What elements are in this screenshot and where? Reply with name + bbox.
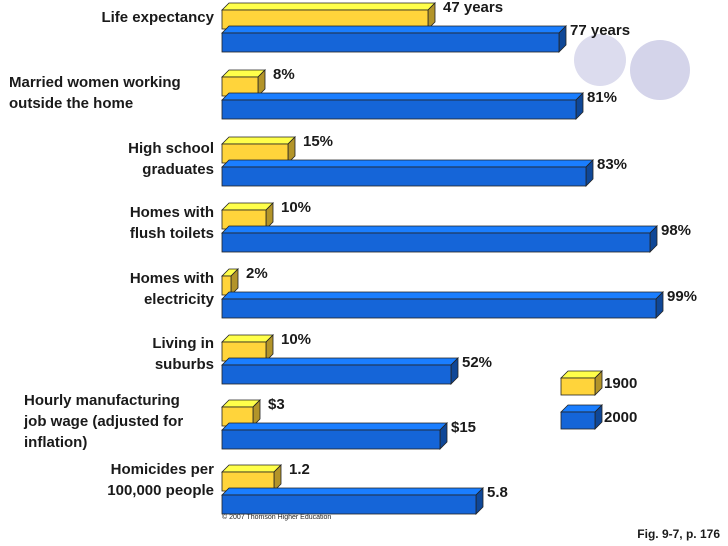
legend-label-2000: 2000 [604, 409, 637, 426]
value-label-2000: 98% [661, 222, 691, 239]
bar-2000-front [221, 494, 477, 515]
bar-2000-top [221, 487, 484, 496]
value-label-2000: 5.8 [487, 484, 508, 501]
bar-1900-top [221, 464, 282, 473]
bar-2000-top [221, 357, 459, 366]
bar-2000-top [221, 159, 594, 168]
value-label-1900: 1.2 [289, 461, 310, 478]
value-label-2000: $15 [451, 419, 476, 436]
bar-2000-front [221, 429, 441, 450]
bar-2000 [221, 92, 584, 120]
category-label: outside the home [9, 95, 133, 112]
bar-1900-top [221, 136, 296, 145]
value-label-1900: 8% [273, 66, 295, 83]
value-label-2000: 52% [462, 354, 492, 371]
value-label-1900: 15% [303, 133, 333, 150]
copyright-credit: © 2007 Thomson Higher Education [222, 513, 331, 521]
bar-2000 [221, 291, 664, 319]
bar-1900 [221, 136, 296, 164]
legend-swatch-2000-front [560, 411, 596, 430]
legend-label-1900: 1900 [604, 375, 637, 392]
value-label-1900: $3 [268, 396, 285, 413]
bar-2000 [221, 357, 459, 385]
bar-2000 [221, 225, 658, 253]
value-label-2000: 83% [597, 156, 627, 173]
category-label: flush toilets [130, 225, 214, 242]
value-labels: 47 years 77 years 8% 81% 15% 83% 10% 98% 2% 99% 10… [246, 0, 697, 501]
bar-2000-front [221, 364, 452, 385]
category-label: Life expectancy [101, 9, 214, 26]
legend-swatch-2000 [560, 404, 603, 430]
value-label-1900: 47 years [443, 0, 503, 16]
figure-reference: Fig. 9-7, p. 176 [637, 527, 720, 541]
bar-1900-top [221, 2, 436, 11]
value-label-1900: 10% [281, 331, 311, 348]
category-label: suburbs [155, 356, 214, 373]
bar-2000 [221, 422, 448, 450]
bar-2000-top [221, 25, 567, 34]
bar-2000-front [221, 298, 657, 319]
category-label: job wage (adjusted for [23, 413, 183, 430]
bar-1900-top [221, 334, 274, 343]
bar-2000 [221, 159, 594, 187]
bar-2000-front [221, 232, 651, 253]
decorative-circle [630, 40, 690, 100]
legend-swatch-1900-front [560, 377, 596, 396]
category-label: 100,000 people [107, 482, 214, 499]
bar-2000-front [221, 166, 587, 187]
bar-2000-top [221, 225, 658, 234]
bar-1900 [221, 399, 261, 427]
category-label: Homicides per [111, 461, 215, 478]
category-label: electricity [144, 291, 215, 308]
bar-1900-top [221, 202, 274, 211]
bar-1900 [221, 334, 274, 362]
bar-1900 [221, 202, 274, 230]
legend: 1900 2000 [560, 370, 637, 430]
bar-2000 [221, 487, 484, 515]
category-label: High school [128, 140, 214, 157]
value-label-2000: 99% [667, 288, 697, 305]
value-label-2000: 77 years [570, 22, 630, 39]
bar-2000-top [221, 291, 664, 300]
bars [221, 2, 664, 515]
value-label-1900: 2% [246, 265, 268, 282]
category-label: Living in [152, 335, 214, 352]
bar-2000-front [221, 99, 577, 120]
category-label: Hourly manufacturing [24, 392, 180, 409]
bar-1900 [221, 69, 266, 97]
bar-1900 [221, 268, 239, 296]
bar-1900 [221, 2, 436, 30]
value-label-1900: 10% [281, 199, 311, 216]
category-label: Homes with [130, 204, 214, 221]
decorative-circle [574, 34, 626, 86]
value-label-2000: 81% [587, 89, 617, 106]
category-label: graduates [142, 161, 214, 178]
bar-2000-top [221, 92, 584, 101]
bar-2000-front [221, 32, 560, 53]
legend-swatch-1900 [560, 370, 603, 396]
category-labels: Life expectancy Married women working outs… [9, 9, 215, 499]
category-label: Homes with [130, 270, 214, 287]
bar-1900 [221, 464, 282, 492]
bar-2000-top [221, 422, 448, 431]
category-label: inflation) [24, 434, 87, 451]
bar-2000 [221, 25, 567, 53]
category-label: Married women working [9, 74, 181, 91]
